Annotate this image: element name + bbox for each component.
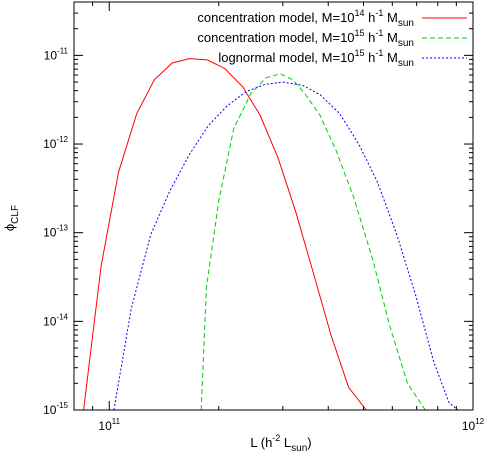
y-tick-label: 10-12	[43, 135, 68, 151]
y-axis-label: ϕCLF	[2, 205, 21, 231]
x-axis-label: L (h-2 Lsun)	[250, 433, 311, 454]
series-line-2	[200, 73, 448, 410]
series-layer	[83, 58, 459, 410]
y-tick-label: 10-11	[44, 46, 69, 62]
series-line-3	[113, 81, 459, 410]
minor-ticks	[74, 2, 473, 410]
x-tick-label: 1011	[98, 417, 120, 433]
legend-label-3: lognormal model, M=1015 h-1 Msun	[218, 48, 414, 69]
legend-label-2: concentration model, M=1015 h-1 Msun	[197, 28, 414, 49]
legend-label-1: concentration model, M=1014 h-1 Msun	[197, 8, 414, 29]
y-tick-label: 10-13	[43, 224, 68, 240]
y-tick-labels: 10-15 10-14 10-13 10-12 10-11	[43, 46, 68, 417]
y-tick-label: 10-15	[43, 401, 68, 417]
y-tick-label: 10-14	[43, 312, 68, 328]
plot-frame	[73, 1, 474, 411]
series-line-1	[83, 58, 376, 410]
x-tick-label: 1012	[462, 417, 485, 433]
x-tick-labels: 1011 1012	[98, 417, 484, 433]
legend: concentration model, M=1014 h-1 Msunconc…	[197, 8, 467, 69]
